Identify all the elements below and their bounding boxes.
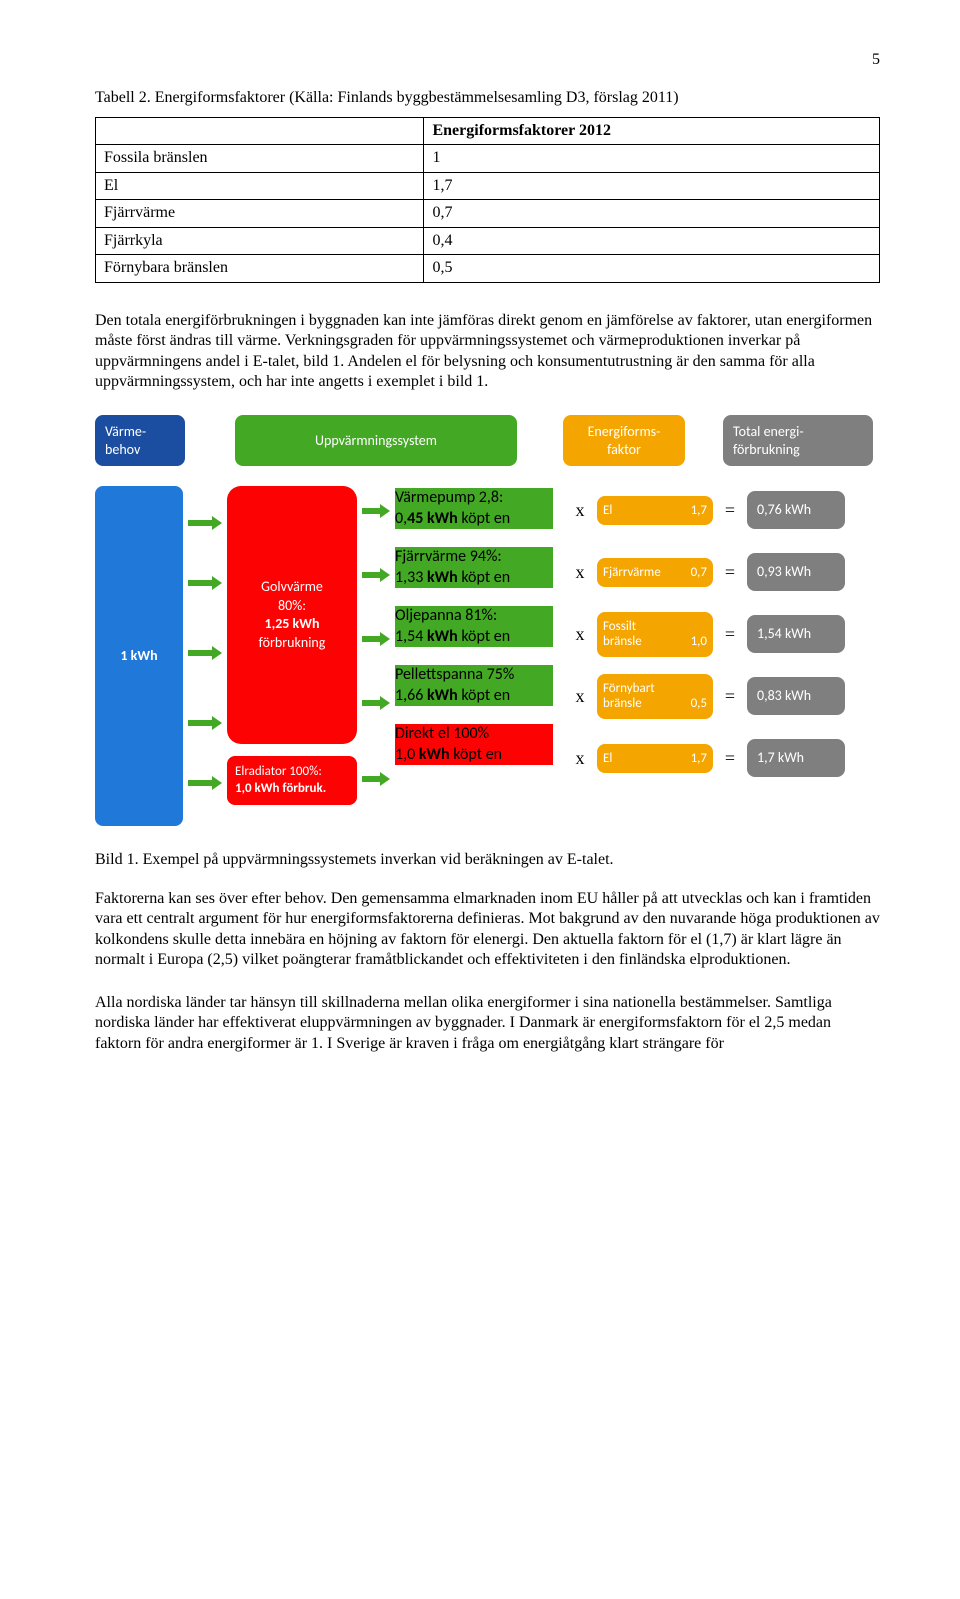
arrows-left-icon: [188, 486, 222, 826]
calc-row: x El1,7 = 0,76 kWh: [573, 488, 845, 532]
golvvarme-block: Golvvärme 80%: 1,25 kWh förbrukning: [227, 486, 357, 744]
system-line2: 1,0 kWh köpt en: [395, 745, 502, 764]
figure-caption: Bild 1. Exempel på uppvärmningssystemets…: [95, 850, 880, 870]
multiply-symbol: x: [573, 499, 587, 522]
elradiator-block: Elradiator 100%: 1,0 kWh förbruk.: [227, 756, 357, 805]
equals-symbol: =: [723, 561, 737, 584]
factor-block: Fossiltbränsle1,0: [597, 612, 713, 657]
system-line2: 1,33 kWh köpt en: [395, 568, 510, 587]
calc-row: x Fossiltbränsle1,0 = 1,54 kWh: [573, 612, 845, 656]
total-block: 0,83 kWh: [747, 677, 845, 715]
factor-block: El1,7: [597, 496, 713, 526]
table-header: Energiformsfaktorer 2012: [424, 117, 880, 144]
header-varmebehov: Värme-behov: [95, 415, 185, 467]
factor-block: Förnybartbränsle0,5: [597, 674, 713, 719]
table-row-value: 0,5: [424, 255, 880, 282]
system-block: Värmepump 2,8: 0,45 kWh köpt en: [395, 488, 553, 529]
system-line1: Direkt el 100%: [395, 724, 489, 743]
paragraph-2: Faktorerna kan ses över efter behov. Den…: [95, 889, 880, 971]
block-line: Golvvärme: [261, 578, 323, 597]
block-line: 1,25 kWh: [265, 615, 320, 634]
table-row-label: Fossila bränslen: [96, 145, 424, 172]
table-row-label: Förnybara bränslen: [96, 255, 424, 282]
system-block: Fjärrvärme 94%: 1,33 kWh köpt en: [395, 547, 553, 588]
header-label: Värme-behov: [105, 423, 146, 459]
multiply-symbol: x: [573, 747, 587, 770]
arrows-mid-icon: [362, 486, 390, 826]
total-block: 0,76 kWh: [747, 491, 845, 529]
multiply-symbol: x: [573, 685, 587, 708]
system-line1: Fjärrvärme 94%:: [395, 547, 502, 566]
system-line2: 1,54 kWh köpt en: [395, 627, 510, 646]
table-row-label: Fjärrkyla: [96, 227, 424, 254]
header-label: Total energi-förbrukning: [733, 423, 804, 459]
table-row-label: Fjärrvärme: [96, 200, 424, 227]
factor-block: El1,7: [597, 744, 713, 774]
calc-row: x El1,7 = 1,7 kWh: [573, 736, 845, 780]
system-line2: 0,45 kWh köpt en: [395, 509, 510, 528]
block-line: förbrukning: [259, 634, 326, 653]
table-row-value: 0,4: [424, 227, 880, 254]
header-uppvarmningssystem: Uppvärmningssystem: [235, 415, 517, 467]
system-line2: 1,66 kWh köpt en: [395, 686, 510, 705]
calc-row: x Förnybartbränsle0,5 = 0,83 kWh: [573, 674, 845, 718]
table-caption: Tabell 2. Energiformsfaktorer (Källa: Fi…: [95, 88, 880, 108]
energiformsfaktorer-table: Energiformsfaktorer 2012 Fossila bränsle…: [95, 117, 880, 283]
block-line: 80%:: [278, 597, 306, 616]
total-block: 1,54 kWh: [747, 615, 845, 653]
factor-block: Fjärrvärme0,7: [597, 558, 713, 588]
table-row-label: El: [96, 172, 424, 199]
header-total: Total energi-förbrukning: [723, 415, 873, 467]
system-block: Direkt el 100% 1,0 kWh köpt en: [395, 724, 553, 765]
system-line1: Oljepanna 81%:: [395, 606, 497, 625]
block-label: 1 kWh: [120, 647, 157, 665]
equals-symbol: =: [723, 623, 737, 646]
total-block: 1,7 kWh: [747, 739, 845, 777]
header-label: Uppvärmningssystem: [315, 432, 437, 450]
paragraph-1: Den totala energiförbrukningen i byggnad…: [95, 311, 880, 393]
equals-symbol: =: [723, 499, 737, 522]
system-block: Pellettspanna 75% 1,66 kWh köpt en: [395, 665, 553, 706]
multiply-symbol: x: [573, 623, 587, 646]
calc-row: x Fjärrvärme0,7 = 0,93 kWh: [573, 550, 845, 594]
table-row-value: 0,7: [424, 200, 880, 227]
equals-symbol: =: [723, 685, 737, 708]
total-block: 0,93 kWh: [747, 553, 845, 591]
varmebehov-1kwh: 1 kWh: [95, 486, 183, 826]
paragraph-3: Alla nordiska länder tar hänsyn till ski…: [95, 993, 880, 1054]
header-energiformsfaktor: Energiforms-faktor: [563, 415, 685, 467]
header-label: Energiforms-faktor: [588, 423, 661, 459]
page-number: 5: [95, 50, 880, 70]
system-line1: Pellettspanna 75%: [395, 665, 514, 684]
block-line: Elradiator 100%:: [235, 764, 322, 779]
system-block: Oljepanna 81%: 1,54 kWh köpt en: [395, 606, 553, 647]
table-row-value: 1,7: [424, 172, 880, 199]
block-line: 1,0 kWh förbruk.: [235, 781, 326, 796]
system-line1: Värmepump 2,8:: [395, 488, 503, 507]
heating-diagram: Värme-behov Uppvärmningssystem Energifor…: [95, 415, 880, 827]
table-row-value: 1: [424, 145, 880, 172]
equals-symbol: =: [723, 747, 737, 770]
multiply-symbol: x: [573, 561, 587, 584]
